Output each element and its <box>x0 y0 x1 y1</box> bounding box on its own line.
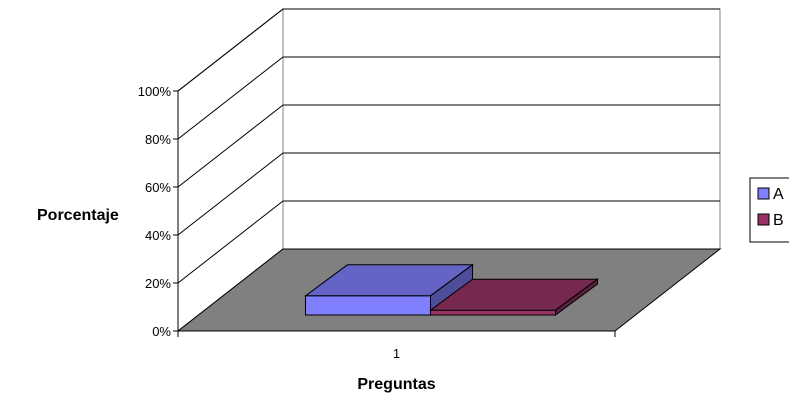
bars-layer <box>303 263 600 316</box>
y-tick-label: 80% <box>145 132 171 147</box>
gridline-side <box>177 200 284 284</box>
legend-label-a: A <box>773 186 784 203</box>
legend-swatch-a <box>757 187 770 200</box>
y-tick-label: 100% <box>138 84 172 99</box>
y-tick-label: 60% <box>145 180 171 195</box>
bar-front-face <box>305 295 431 316</box>
gridline-side <box>177 8 284 92</box>
axes-layer <box>173 90 616 337</box>
chart-walls <box>177 7 721 333</box>
back-wall <box>282 8 721 250</box>
legend-label-b: B <box>773 212 784 229</box>
gridline-side <box>177 56 284 140</box>
labels-layer: 0% 20% 40% 60% 80% 100% 1 Preguntas Porcentaje <box>37 84 436 393</box>
bar-b-1 <box>428 278 600 316</box>
legend: AB <box>749 177 789 243</box>
y-tick-label: 20% <box>145 276 171 291</box>
gridline-side <box>177 104 284 188</box>
y-tick-label: 0% <box>152 324 171 339</box>
gridline-side <box>177 152 284 236</box>
bar-side-face <box>555 278 598 316</box>
x-tick-label: 1 <box>393 346 400 361</box>
legend-swatch-b <box>757 213 770 226</box>
x-axis-title: Preguntas <box>357 376 435 393</box>
y-tick-label: 40% <box>145 228 171 243</box>
bar-front-face <box>430 309 556 316</box>
y-axis-title: Porcentaje <box>37 207 119 224</box>
